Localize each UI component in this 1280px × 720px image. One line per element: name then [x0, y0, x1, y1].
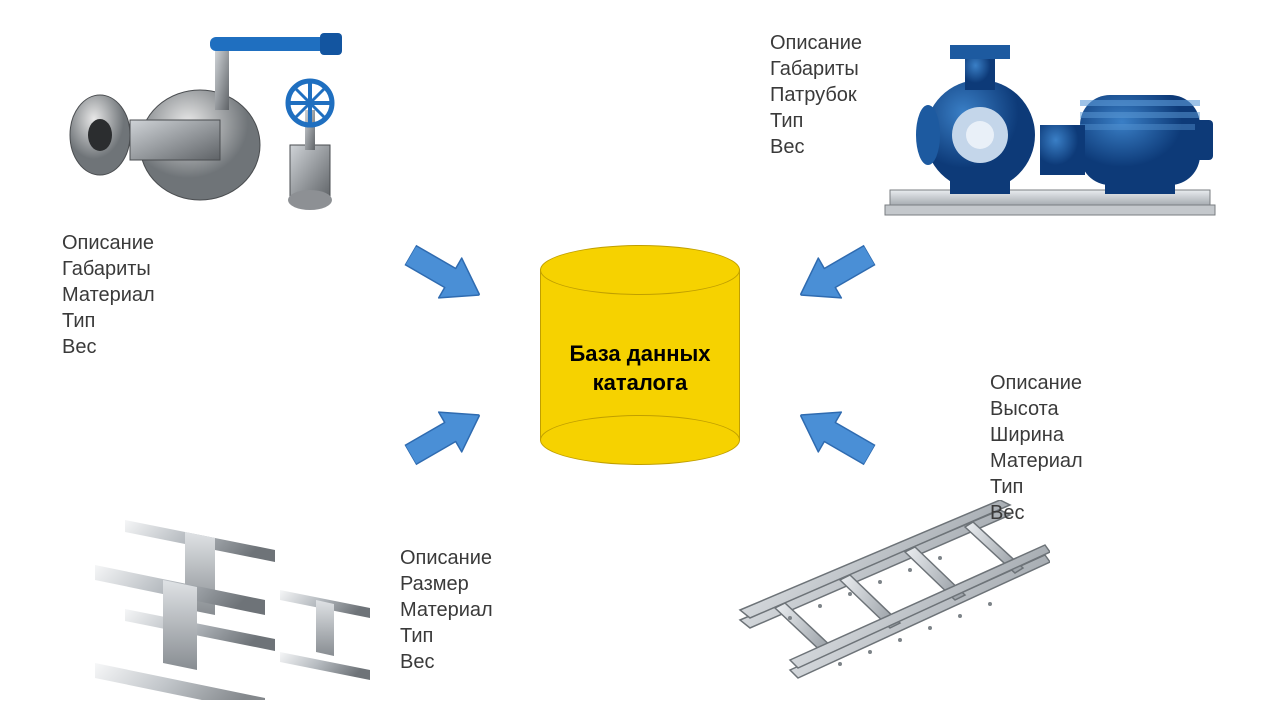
attr-line: Тип	[62, 308, 155, 334]
cable-tray-illustration	[730, 500, 1050, 695]
attr-line: Размер	[400, 571, 493, 597]
attr-line: Габариты	[62, 256, 155, 282]
arrow-from-beams	[398, 393, 492, 476]
valves-illustration	[60, 15, 370, 220]
database-label: База данных каталога	[540, 340, 740, 397]
attr-line: Тип	[770, 108, 862, 134]
attr-line: Описание	[990, 370, 1083, 396]
attr-line: Вес	[770, 134, 862, 160]
attr-line: Ширина	[990, 422, 1083, 448]
attr-line: Вес	[62, 334, 155, 360]
attr-line: Описание	[62, 230, 155, 256]
attr-line: Материал	[400, 597, 493, 623]
beams-illustration	[95, 510, 385, 700]
attr-line: Описание	[770, 30, 862, 56]
attr-line: Вес	[990, 500, 1083, 526]
database-cylinder: База данных каталога	[540, 245, 740, 465]
arrow-from-tray	[788, 393, 882, 476]
attr-line: Тип	[400, 623, 493, 649]
attr-line: Вес	[400, 649, 493, 675]
valves-attrs: ОписаниеГабаритыМатериалТипВес	[62, 230, 155, 360]
attr-line: Материал	[62, 282, 155, 308]
attr-line: Тип	[990, 474, 1083, 500]
attr-line: Описание	[400, 545, 493, 571]
beams-attrs: ОписаниеРазмерМатериалТипВес	[400, 545, 493, 675]
arrow-from-pump	[788, 233, 882, 316]
pump-attrs: ОписаниеГабаритыПатрубокТипВес	[770, 30, 862, 160]
attr-line: Высота	[990, 396, 1083, 422]
tray-attrs: ОписаниеВысотаШиринаМатериалТипВес	[990, 370, 1083, 526]
attr-line: Патрубок	[770, 82, 862, 108]
attr-line: Габариты	[770, 56, 862, 82]
attr-line: Материал	[990, 448, 1083, 474]
arrow-from-valves	[398, 233, 492, 316]
pump-illustration	[880, 30, 1220, 230]
